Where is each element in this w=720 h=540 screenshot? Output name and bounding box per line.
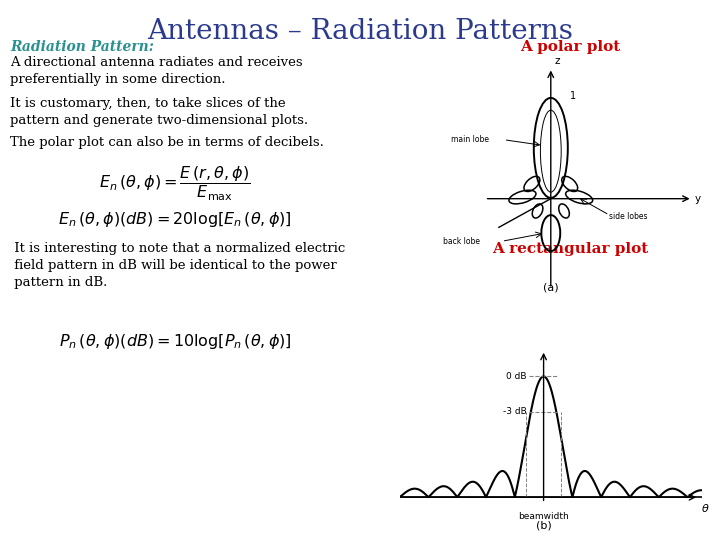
Text: It is interesting to note that a normalized electric
 field pattern in dB will b: It is interesting to note that a normali… bbox=[10, 242, 346, 289]
Text: back lobe: back lobe bbox=[443, 237, 480, 246]
Text: main lobe: main lobe bbox=[451, 135, 490, 144]
Text: (a): (a) bbox=[543, 283, 559, 293]
Text: z: z bbox=[554, 56, 560, 66]
Text: A rectangular plot: A rectangular plot bbox=[492, 242, 648, 256]
Text: A polar plot: A polar plot bbox=[520, 40, 620, 54]
Text: 1: 1 bbox=[570, 91, 576, 101]
Text: Antennas – Radiation Patterns: Antennas – Radiation Patterns bbox=[147, 18, 573, 45]
Text: The polar plot can also be in terms of decibels.: The polar plot can also be in terms of d… bbox=[10, 136, 324, 149]
Text: Radiation Pattern:: Radiation Pattern: bbox=[10, 40, 154, 54]
Text: A directional antenna radiates and receives
preferentially in some direction.: A directional antenna radiates and recei… bbox=[10, 56, 302, 86]
Text: $P_n\,(\theta,\phi)(dB)=10\log\!\left[P_n\,(\theta,\phi)\right]$: $P_n\,(\theta,\phi)(dB)=10\log\!\left[P_… bbox=[58, 332, 292, 351]
Text: beamwidth: beamwidth bbox=[518, 512, 569, 521]
Text: 0 dB: 0 dB bbox=[506, 372, 526, 381]
Text: y: y bbox=[695, 194, 701, 204]
Text: (b): (b) bbox=[536, 520, 552, 530]
Text: $E_n\,(\theta,\phi)(dB)=20\log\!\left[E_n\,(\theta,\phi)\right]$: $E_n\,(\theta,\phi)(dB)=20\log\!\left[E_… bbox=[58, 210, 292, 229]
Text: $\theta$: $\theta$ bbox=[701, 502, 709, 514]
Text: It is customary, then, to take slices of the
pattern and generate two-dimensiona: It is customary, then, to take slices of… bbox=[10, 97, 308, 127]
Text: $E_n\,(\theta,\phi)=\dfrac{E\,(r,\theta,\phi)}{E_{\rm max}}$: $E_n\,(\theta,\phi)=\dfrac{E\,(r,\theta,… bbox=[99, 164, 251, 202]
Text: -3 dB: -3 dB bbox=[503, 407, 526, 416]
Text: side lobes: side lobes bbox=[609, 212, 648, 221]
